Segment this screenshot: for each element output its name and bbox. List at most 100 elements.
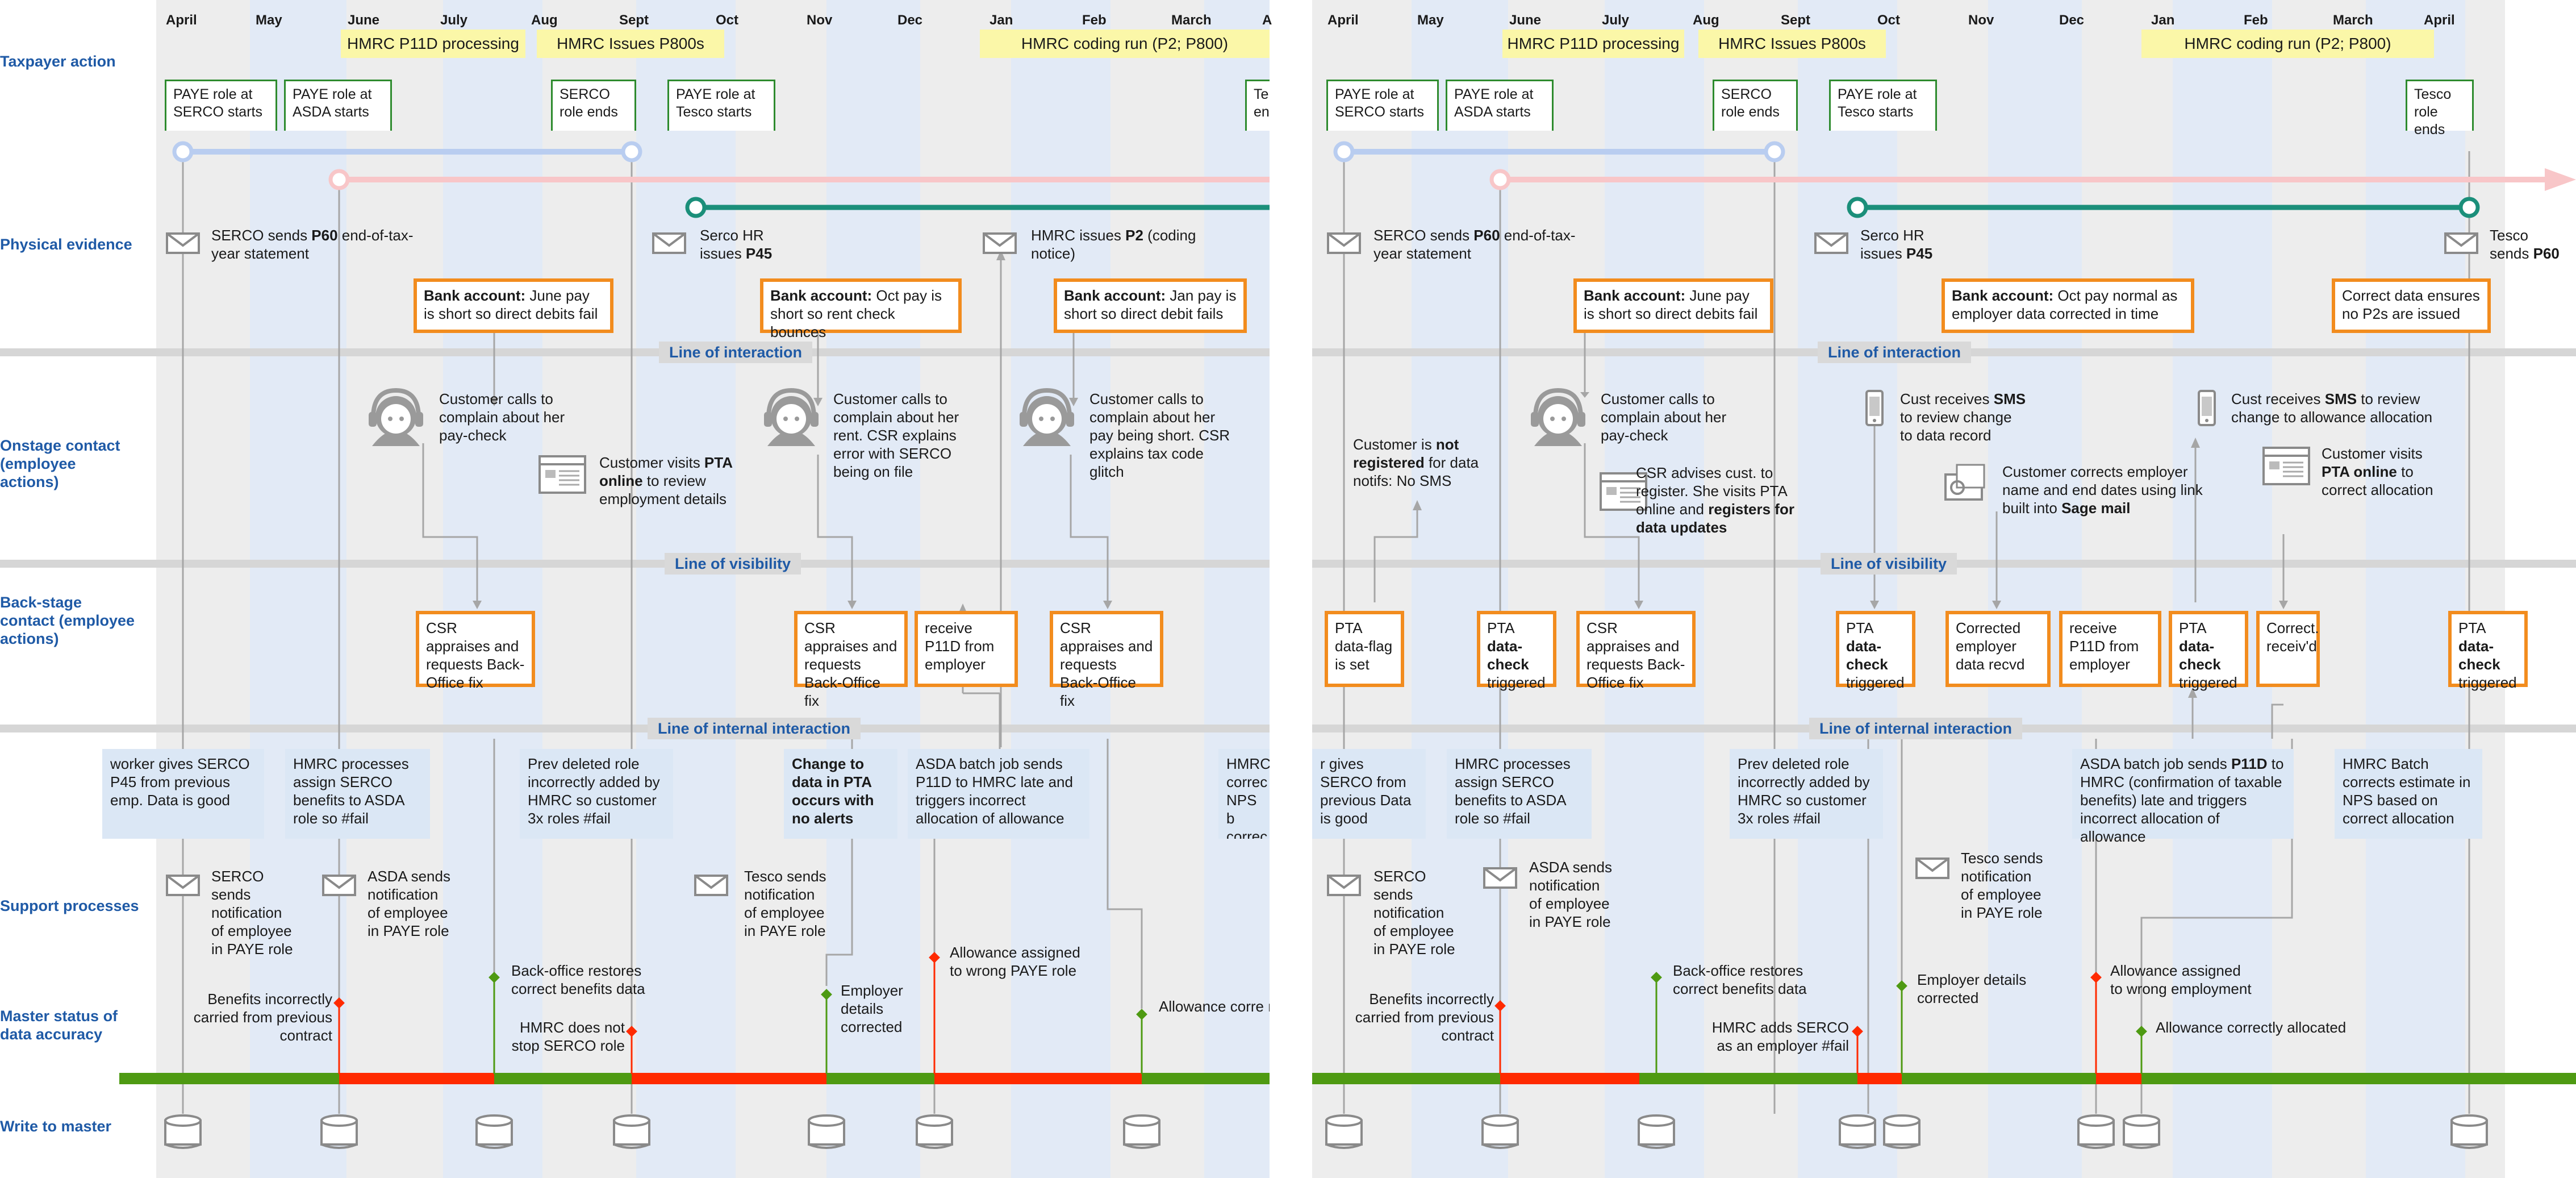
right-panel-bg bbox=[1312, 0, 2505, 1178]
serco-start-node bbox=[1333, 141, 1355, 163]
database-icon bbox=[613, 1114, 650, 1149]
database-icon bbox=[808, 1114, 845, 1149]
master-status-text: Back-office restores correct benefits da… bbox=[511, 962, 645, 997]
onstage-text: Customer calls to complain about her pay… bbox=[1089, 390, 1230, 480]
onstage-text: Customer calls to complain about her pay… bbox=[1601, 390, 1727, 444]
band-label-interaction: Line of interaction bbox=[659, 342, 813, 363]
line-of-interaction-left bbox=[0, 348, 1270, 356]
browser-icons bbox=[538, 447, 2310, 511]
database-icon bbox=[2123, 1114, 2160, 1149]
database-icon bbox=[1325, 1114, 1363, 1149]
headset-icon bbox=[369, 388, 423, 446]
browser-icon bbox=[1600, 472, 1647, 511]
row-label-write: Write to master bbox=[0, 1118, 112, 1135]
envelope-icon bbox=[1483, 867, 1517, 889]
onstage-text: Cust receives SMS to review change to al… bbox=[2231, 390, 2433, 426]
month-label: June bbox=[348, 13, 380, 28]
taxpayer-action-box: Te en bbox=[1245, 80, 1270, 131]
master-status-text: Allowance corre re-allocated bbox=[1159, 998, 1270, 1015]
month-label: April bbox=[166, 13, 197, 28]
support-text: SERCO sends notification of employee in … bbox=[211, 868, 293, 958]
master-status-text: Benefits incorrectly carried from previo… bbox=[1355, 990, 1494, 1044]
headset-icon bbox=[1531, 388, 1585, 446]
row-label-onstage: Onstage contact (employee actions) bbox=[0, 437, 120, 490]
internal-process-box: HMRC processes assign SERCO benefits to … bbox=[1447, 749, 1592, 839]
master-status-text: Allowance assigned to wrong employment bbox=[2110, 962, 2252, 997]
physical-evidence-text: Serco HR issues P45 bbox=[1860, 227, 1933, 262]
database-icon bbox=[1883, 1114, 1920, 1149]
left-column-shade bbox=[1011, 0, 1110, 1178]
row-label-taxpayer: Taxpayer action bbox=[0, 53, 116, 70]
physical-evidence-text: HMRC issues P2 (coding notice) bbox=[1031, 227, 1196, 262]
right-column-shade bbox=[1605, 0, 1704, 1178]
physical-evidence-text: Serco HR issues P45 bbox=[700, 227, 773, 262]
left-column-shade bbox=[443, 0, 542, 1178]
support-text: ASDA sends notification of employee in P… bbox=[368, 868, 450, 939]
taxpayer-action-box: PAYE role at ASDA starts bbox=[284, 80, 392, 131]
backstage-box: PTA data-check triggered bbox=[1477, 611, 1556, 691]
month-label: Feb bbox=[2244, 13, 2268, 28]
envelope-icon bbox=[1327, 232, 1361, 254]
serco-start-node bbox=[172, 141, 194, 163]
month-label: Oct bbox=[716, 13, 739, 28]
master-status-text: Allowance correctly allocated bbox=[2156, 1019, 2347, 1036]
hmrc-p11d-processing-period: HMRC P11D processing bbox=[1502, 30, 1684, 58]
physical-evidence-text: Tesco sends P60 bbox=[2490, 227, 2560, 262]
master-status-fail-segment bbox=[339, 1073, 494, 1084]
row-label-physical: Physical evidence bbox=[0, 236, 132, 253]
left-column-shade bbox=[1204, 0, 1270, 1178]
onstage-text: Customer calls to complain about her ren… bbox=[833, 390, 959, 480]
master-status-text: HMRC does not stop SERCO role bbox=[511, 1019, 625, 1054]
internal-process-box: Prev deleted role incorrectly added by H… bbox=[520, 749, 673, 839]
support-text: SERCO sends notification of employee in … bbox=[1373, 868, 1455, 958]
onstage-text: Customer calls to complain about her pay… bbox=[439, 390, 565, 444]
month-label: July bbox=[440, 13, 468, 28]
envelope-icon bbox=[166, 232, 200, 254]
envelope-icon bbox=[1814, 232, 1848, 254]
backstage-box: Correct. receiv'd bbox=[2256, 611, 2320, 687]
headset-icon bbox=[1020, 388, 1074, 446]
master-status-fail-segment bbox=[632, 1073, 826, 1084]
database-icon bbox=[2077, 1114, 2115, 1149]
serco-end-node bbox=[1764, 141, 1785, 163]
database-icon bbox=[1123, 1114, 1160, 1149]
support-text: Tesco sends notification of employee in … bbox=[744, 868, 826, 939]
onstage-text: Customer is not registered for data noti… bbox=[1353, 436, 1479, 489]
month-label: Aug bbox=[531, 13, 558, 28]
envelope-icon bbox=[652, 232, 686, 254]
internal-process-box: HMRC processes assign SERCO benefits to … bbox=[285, 749, 430, 839]
backstage-box: CSR appraises and requests Back-Office f… bbox=[794, 611, 908, 709]
browser-icon bbox=[538, 455, 586, 494]
master-status-fail-segment bbox=[1857, 1073, 1902, 1084]
master-status-fail-segment bbox=[1500, 1073, 1639, 1084]
taxpayer-action-box: SERCO role ends bbox=[551, 80, 636, 131]
bank-account-box: Bank account: Jan pay is short so direct… bbox=[1054, 278, 1247, 333]
left-column-shade bbox=[250, 0, 346, 1178]
band-label-visibility: Line of visibility bbox=[1821, 553, 1957, 575]
internal-process-box: ASDA batch job sends P11D to HMRC (confi… bbox=[2072, 749, 2294, 845]
bank-account-box: Bank account: June pay is short so direc… bbox=[1573, 278, 1773, 333]
band-label-visibility: Line of visibility bbox=[665, 553, 801, 575]
left-column-shade bbox=[826, 0, 920, 1178]
month-label: Sept bbox=[619, 13, 649, 28]
backstage-box: PTA data-check triggered bbox=[2169, 611, 2248, 691]
internal-process-box: HMRC correc NPS b correc bbox=[1218, 749, 1270, 839]
onstage-text: Cust receives SMS to review change to da… bbox=[1900, 390, 2026, 444]
month-label: Dec bbox=[2059, 13, 2085, 28]
row-label-master: Master status of data accuracy bbox=[0, 1008, 118, 1043]
database-icons bbox=[164, 1114, 2488, 1149]
right-column-shade bbox=[1988, 0, 2082, 1178]
tesco-start-node bbox=[1847, 197, 1868, 218]
envelope-icon bbox=[1327, 875, 1361, 896]
hmrc-coding-run-period: HMRC coding run (P2; P800) bbox=[2141, 30, 2434, 58]
month-label: Nov bbox=[1968, 13, 1994, 28]
month-label: Aug bbox=[1693, 13, 1719, 28]
month-label: Jan bbox=[2151, 13, 2175, 28]
month-label: March bbox=[2333, 13, 2373, 28]
taxpayer-action-box: PAYE role at SERCO starts bbox=[1326, 80, 1439, 131]
timeline-arrowhead bbox=[2545, 168, 2576, 191]
bank-account-box: Correct data ensures no P2s are issued bbox=[2332, 278, 2491, 333]
backstage-box: PTA data-check triggered bbox=[1836, 611, 1915, 691]
onstage-text: Customer visits PTA online to review emp… bbox=[599, 454, 733, 507]
